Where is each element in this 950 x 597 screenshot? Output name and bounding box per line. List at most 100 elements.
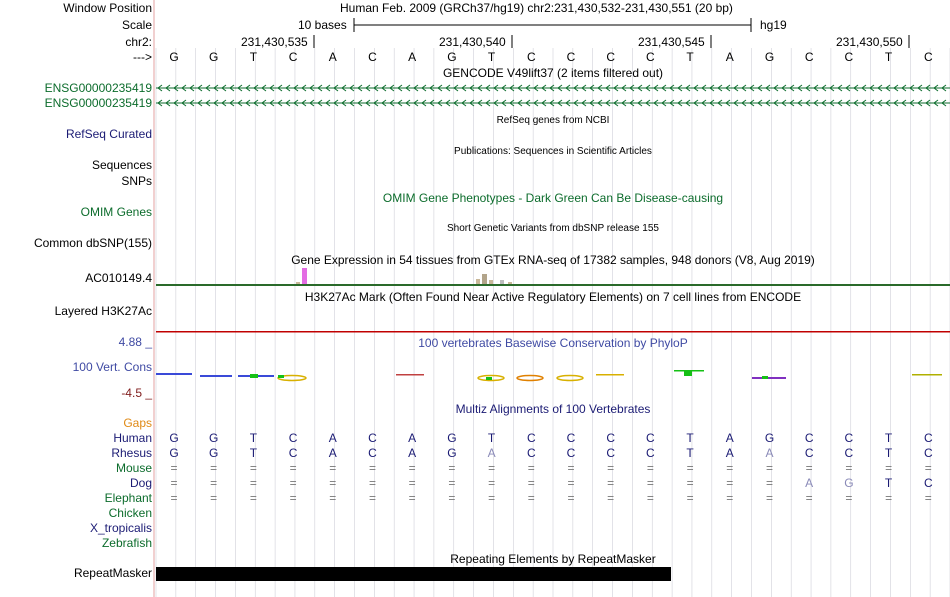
strand-chevron <box>725 84 731 92</box>
strand-chevron <box>741 99 747 107</box>
repeatmasker-element-bar[interactable] <box>156 567 671 581</box>
strand-chevron <box>517 84 523 92</box>
refseq-curated-label[interactable]: RefSeq Curated <box>65 127 152 141</box>
strand-chevron <box>189 84 195 92</box>
strand-chevron <box>333 84 339 92</box>
strand-chevron <box>277 99 283 107</box>
reference-base: C <box>526 50 536 64</box>
alignment-base-elephant: = <box>210 491 218 505</box>
strand-chevron <box>629 84 635 92</box>
strand-chevron <box>765 99 771 107</box>
repeatmasker-label[interactable]: RepeatMasker <box>73 566 152 580</box>
strand-chevron <box>197 99 203 107</box>
sequences-label[interactable]: Sequences <box>91 158 152 172</box>
strand-chevron <box>717 84 723 92</box>
alignment-base-mouse: = <box>686 461 694 475</box>
strand-chevron <box>845 99 851 107</box>
strand-chevron <box>549 99 555 107</box>
gtex-track-title: Gene Expression in 54 tissues from GTEx … <box>291 253 815 267</box>
strand-chevron <box>877 99 883 107</box>
gene-label-2[interactable]: ENSG00000235419 <box>44 96 152 110</box>
strand-chevron <box>669 84 675 92</box>
alignment-base-mouse: = <box>885 461 893 475</box>
strand-chevron <box>789 99 795 107</box>
alignment-base-elephant: = <box>448 491 456 505</box>
alignment-base-human: C <box>606 431 616 445</box>
alignment-base-rhesus: G <box>169 446 179 460</box>
strand-chevron <box>541 84 547 92</box>
strand-chevron <box>397 84 403 92</box>
alignment-base-human: A <box>725 431 734 445</box>
strand-chevron <box>509 99 515 107</box>
strand-chevron <box>877 84 883 92</box>
strand-chevron <box>925 99 931 107</box>
alignment-base-dog: = <box>646 476 654 490</box>
strand-chevron <box>341 99 347 107</box>
strand-chevron <box>645 84 651 92</box>
layered-h3k27ac-label[interactable]: Layered H3K27Ac <box>54 304 152 318</box>
strand-chevron <box>757 99 763 107</box>
phylop-conservation-plot[interactable] <box>156 366 950 386</box>
common-dbsnp-label[interactable]: Common dbSNP(155) <box>33 236 152 250</box>
strand-chevron <box>429 84 435 92</box>
strand-chevron <box>213 99 219 107</box>
gencode-gene-features[interactable] <box>156 82 950 112</box>
strand-chevron <box>901 84 907 92</box>
alignment-base-human: C <box>526 431 536 445</box>
alignment-base-elephant: = <box>885 491 893 505</box>
strand-chevron <box>701 99 707 107</box>
strand-chevron <box>533 84 539 92</box>
refseq-track-title: RefSeq genes from NCBI <box>496 115 610 126</box>
strand-chevron <box>501 99 507 107</box>
strand-chevron <box>173 99 179 107</box>
strand-chevron <box>813 84 819 92</box>
position-tick-2: 231,430,540 <box>439 35 506 49</box>
alignment-base-rhesus: A <box>765 446 774 460</box>
gtex-bar <box>296 282 300 285</box>
strand-chevron <box>693 99 699 107</box>
gene-label-1[interactable]: ENSG00000235419 <box>44 81 152 95</box>
alignment-base-human: G <box>169 431 179 445</box>
strand-chevron <box>709 84 715 92</box>
strand-chevron <box>621 84 627 92</box>
alignment-base-elephant: = <box>488 491 496 505</box>
strand-chevron <box>813 99 819 107</box>
reference-base: C <box>288 50 298 64</box>
vert-cons-label[interactable]: 100 Vert. Cons <box>72 360 152 374</box>
alignment-base-mouse: = <box>527 461 535 475</box>
gtex-gene-label[interactable]: AC010149.4 <box>85 271 152 285</box>
strand-chevron <box>765 84 771 92</box>
strand-chevron <box>525 99 531 107</box>
alignment-base-rhesus: T <box>686 446 694 460</box>
strand-chevron <box>389 84 395 92</box>
alignment-base-elephant: = <box>527 491 535 505</box>
h3k27ac-track-title: H3K27Ac Mark (Often Found Near Active Re… <box>304 290 802 304</box>
gaps-label: Gaps <box>123 416 152 430</box>
strand-chevron <box>573 84 579 92</box>
alignment-base-rhesus: C <box>288 446 298 460</box>
strand-chevron <box>941 99 947 107</box>
snps-label[interactable]: SNPs <box>121 174 152 188</box>
alignment-base-rhesus: C <box>566 446 576 460</box>
strand-chevron <box>829 99 835 107</box>
gtex-expression-bars[interactable] <box>156 266 950 288</box>
strand-chevron <box>685 99 691 107</box>
omim-genes-label[interactable]: OMIM Genes <box>80 205 152 219</box>
strand-chevron <box>221 99 227 107</box>
alignment-base-human: T <box>249 431 258 445</box>
alignment-base-dog: A <box>805 476 814 490</box>
strand-chevron <box>237 84 243 92</box>
alignment-base-elephant: = <box>408 491 416 505</box>
strand-chevron <box>821 99 827 107</box>
alignment-base-human: C <box>288 431 298 445</box>
species-zebrafish-label: Zebrafish <box>101 536 152 550</box>
alignment-base-rhesus: A <box>408 446 417 460</box>
strand-chevron <box>917 84 923 92</box>
alignment-base-rhesus: C <box>804 446 814 460</box>
strand-chevron <box>429 99 435 107</box>
strand-chevron <box>205 99 211 107</box>
alignment-base-rhesus: G <box>447 446 457 460</box>
alignment-base-dog: = <box>210 476 218 490</box>
strand-chevron <box>309 84 315 92</box>
strand-chevron <box>453 99 459 107</box>
